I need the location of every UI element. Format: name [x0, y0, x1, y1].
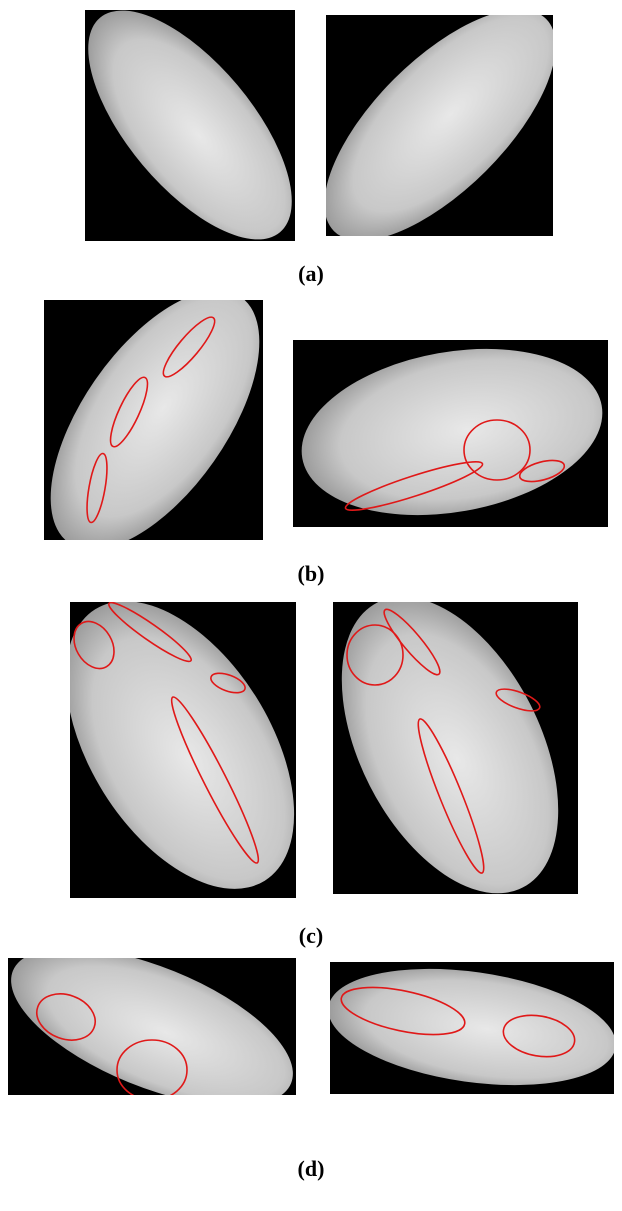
image [321, 952, 622, 1101]
page: {"panels": [{"label": "(a)"}, {"label": … [0, 0, 622, 1206]
figure: (a) (b) (c) [0, 0, 622, 1206]
image [53, 0, 328, 272]
panel-label: (d) [298, 1156, 325, 1181]
image [297, 562, 603, 929]
panel-label: (a) [298, 261, 324, 286]
image [0, 915, 314, 1139]
image [19, 562, 341, 929]
image [10, 256, 300, 584]
image [288, 327, 615, 537]
panel-label: (b) [298, 561, 325, 586]
image [288, 0, 592, 277]
panel-label: (c) [299, 923, 323, 948]
